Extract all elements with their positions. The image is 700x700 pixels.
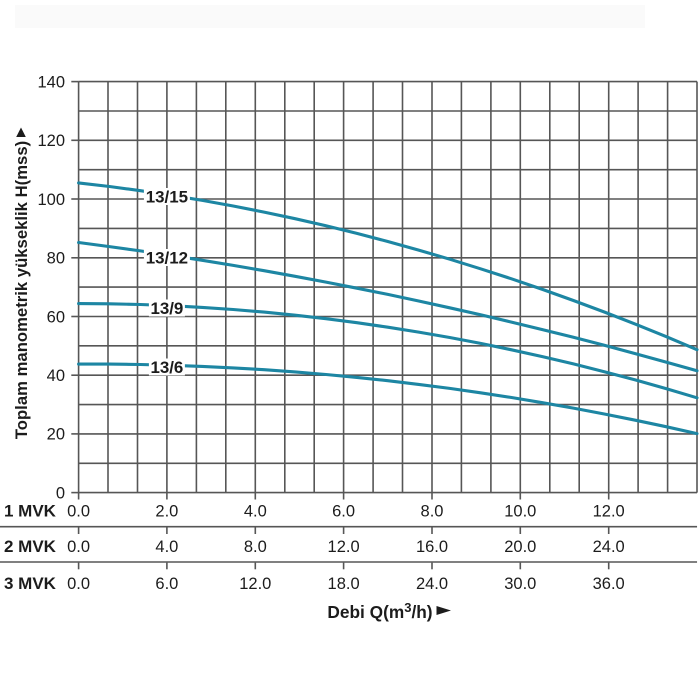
svg-text:4.0: 4.0 [244,503,267,521]
svg-text:13/6: 13/6 [150,358,183,377]
svg-text:8.0: 8.0 [244,538,267,556]
svg-text:24.0: 24.0 [416,575,448,593]
svg-text:6.0: 6.0 [155,575,178,593]
svg-text:12.0: 12.0 [328,538,360,556]
svg-text:Toplam manometrik yükseklik H(: Toplam manometrik yükseklik H(mss) [12,141,31,439]
svg-text:0.0: 0.0 [67,575,90,593]
svg-text:Debi Q(m3/h): Debi Q(m3/h) [327,600,432,622]
svg-text:12.0: 12.0 [239,575,271,593]
svg-text:6.0: 6.0 [332,503,355,521]
svg-text:0: 0 [56,484,65,502]
svg-text:8.0: 8.0 [421,503,444,521]
svg-text:2.0: 2.0 [155,503,178,521]
svg-text:13/9: 13/9 [150,299,183,318]
svg-text:60: 60 [47,308,65,326]
svg-text:24.0: 24.0 [593,538,625,556]
svg-text:10.0: 10.0 [504,503,536,521]
svg-text:13/15: 13/15 [146,188,188,207]
svg-text:0.0: 0.0 [67,538,90,556]
svg-text:120: 120 [37,132,65,150]
svg-text:20.0: 20.0 [504,538,536,556]
svg-text:20: 20 [47,426,65,444]
svg-text:40: 40 [47,367,65,385]
svg-text:13/12: 13/12 [146,249,188,268]
svg-text:2 MVK: 2 MVK [4,537,57,556]
svg-text:16.0: 16.0 [416,538,448,556]
svg-text:100: 100 [37,191,65,209]
svg-text:4.0: 4.0 [155,538,178,556]
svg-text:36.0: 36.0 [593,575,625,593]
svg-text:0.0: 0.0 [67,503,90,521]
svg-text:140: 140 [37,73,65,91]
svg-text:1 MVK: 1 MVK [4,502,57,521]
svg-text:30.0: 30.0 [504,575,536,593]
svg-text:3 MVK: 3 MVK [4,574,57,593]
svg-text:12.0: 12.0 [593,503,625,521]
svg-text:80: 80 [47,250,65,268]
svg-text:18.0: 18.0 [328,575,360,593]
